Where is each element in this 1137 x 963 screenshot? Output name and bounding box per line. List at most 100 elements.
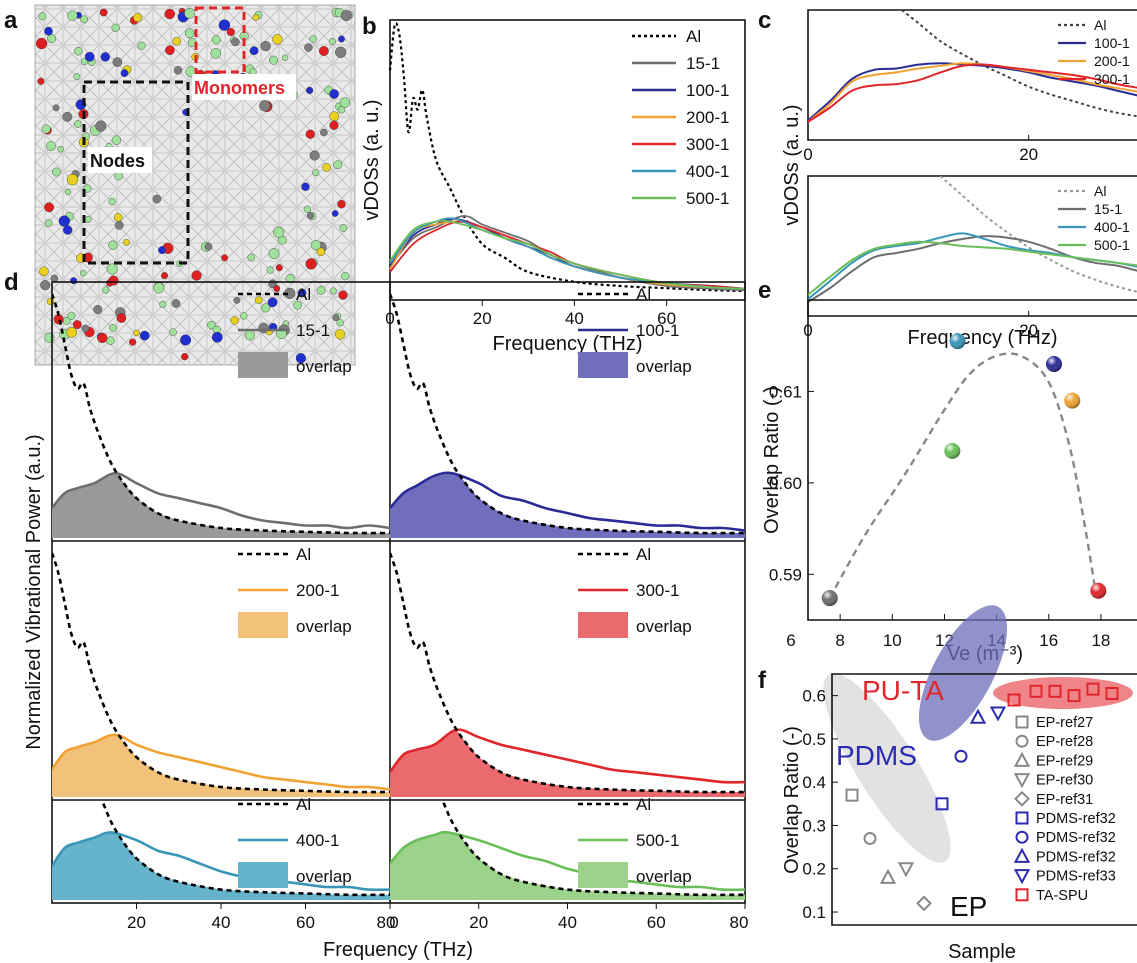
panel-label-d: d bbox=[4, 269, 19, 296]
panel-d-cell-100-1 bbox=[390, 293, 745, 538]
panel-f-ytick-label: 0.2 bbox=[802, 860, 826, 879]
panel-b-series-300-1 bbox=[389, 220, 746, 290]
atom bbox=[40, 280, 51, 291]
panel-e-ytick-label: 0.59 bbox=[769, 565, 802, 584]
panel-f-point-EP-ref31 bbox=[916, 895, 932, 912]
atom bbox=[184, 28, 195, 39]
panel-f-legend-label: PDMS-ref33 bbox=[1036, 869, 1116, 885]
atom bbox=[293, 300, 302, 310]
panel-e-point-gloss bbox=[944, 442, 961, 459]
atom bbox=[316, 285, 326, 295]
panel-e-ytick-label: 0.60 bbox=[769, 474, 802, 493]
panel-f-point-PDMS-ref33 bbox=[989, 706, 1007, 722]
panel-d-legend-al-label: Al bbox=[636, 795, 651, 814]
panel-d-xtick-label: 20 bbox=[469, 913, 488, 932]
panel-label-b: b bbox=[362, 13, 377, 40]
atom bbox=[266, 266, 274, 274]
panel-b-ylabel: vDOSs (a. u.) bbox=[361, 99, 383, 220]
panel-d-legend-series-label: 300-1 bbox=[636, 581, 679, 600]
atom bbox=[305, 129, 315, 139]
atom bbox=[44, 219, 53, 227]
atom bbox=[268, 248, 280, 260]
atom bbox=[108, 275, 119, 286]
panel-d-legend-series-label: 200-1 bbox=[296, 581, 339, 600]
atom bbox=[133, 329, 140, 337]
atom bbox=[153, 282, 165, 294]
atom bbox=[112, 57, 123, 67]
panel-d-series-200-1 bbox=[52, 733, 390, 791]
panel-d-xtick-label: 80 bbox=[377, 913, 396, 932]
atom bbox=[309, 35, 317, 43]
atom bbox=[51, 167, 61, 177]
panel-e-chart: 6810121416180.590.600.61Ve (m⁻³)Overlap … bbox=[761, 299, 1137, 665]
panel-b-series-200-1 bbox=[389, 220, 746, 290]
panel-d-legend-overlap-swatch bbox=[578, 352, 628, 378]
panel-c-top-series-100-1 bbox=[808, 62, 1137, 122]
panel-b-chart: 0204060Frequency (THz)vDOSs (a. u.)Al15-… bbox=[361, 19, 746, 355]
panel-b-xtick-label: 20 bbox=[473, 309, 492, 328]
atom bbox=[44, 202, 54, 213]
atom bbox=[108, 240, 118, 250]
atom bbox=[331, 210, 339, 217]
panel-f-legend-label: EP-ref30 bbox=[1036, 773, 1093, 789]
atom bbox=[80, 15, 89, 24]
panel-d-legend-series-label: 15-1 bbox=[296, 321, 330, 340]
atom bbox=[173, 66, 183, 75]
panel-f-legend-marker bbox=[1015, 715, 1029, 729]
panel-f-legend-marker bbox=[1013, 847, 1031, 863]
panel-d-legend-overlap-label: overlap bbox=[296, 357, 352, 376]
panel-c-top-legend-label: 300-1 bbox=[1094, 71, 1130, 87]
atom bbox=[318, 46, 329, 56]
atom bbox=[106, 336, 115, 345]
panel-b-legend-label: 300-1 bbox=[686, 135, 729, 154]
panel-c-bottom-series-500-1 bbox=[808, 240, 1137, 296]
atom bbox=[337, 106, 346, 114]
atom bbox=[320, 128, 328, 137]
panel-c-top-series-200-1 bbox=[808, 62, 1137, 123]
atom bbox=[95, 120, 107, 132]
atom bbox=[339, 97, 351, 108]
panel-d-xtick-label: 20 bbox=[127, 913, 146, 932]
atom bbox=[328, 37, 336, 45]
panel-f-legend-marker bbox=[1015, 830, 1029, 844]
panel-b-legend-label: 500-1 bbox=[686, 189, 729, 208]
atom bbox=[335, 46, 347, 58]
panel-label-a: a bbox=[4, 7, 18, 34]
panel-f-point-PDMS-ref32 bbox=[935, 797, 949, 811]
panel-b-legend-label: 100-1 bbox=[686, 81, 729, 100]
atom bbox=[81, 324, 90, 333]
panel-d-ylabel: Normalized Vibrational Power (a.u.) bbox=[23, 434, 45, 749]
panel-d-series-100-1 bbox=[390, 471, 745, 532]
panel-f-legend-label: EP-ref28 bbox=[1036, 734, 1093, 750]
panel-c-top-xtick-label: 0 bbox=[803, 145, 812, 164]
panel-f-puta-region bbox=[993, 677, 1133, 709]
atom bbox=[338, 35, 345, 43]
atom bbox=[133, 13, 143, 23]
panel-d-xtick-label: 40 bbox=[558, 913, 577, 932]
panel-f-legend-marker bbox=[1013, 773, 1031, 789]
atom bbox=[181, 353, 189, 361]
atom bbox=[295, 353, 307, 364]
atom bbox=[165, 45, 175, 56]
panel-f-legend-label: EP-ref29 bbox=[1036, 753, 1093, 769]
panel-f-legend-label: PDMS-ref32 bbox=[1036, 830, 1116, 846]
panel-d-cell-400-1 bbox=[52, 800, 390, 900]
atom bbox=[80, 269, 87, 277]
atom bbox=[57, 145, 64, 153]
atom bbox=[116, 313, 127, 323]
atom bbox=[114, 220, 124, 230]
atom bbox=[39, 266, 49, 277]
atom bbox=[35, 37, 48, 50]
atom bbox=[111, 135, 122, 145]
panel-f-ytick-label: 0.3 bbox=[802, 816, 826, 835]
panel-b-series-Al bbox=[388, 22, 746, 293]
atom bbox=[337, 199, 346, 209]
atom bbox=[329, 111, 340, 122]
panel-f-ytick-label: 0.6 bbox=[802, 687, 826, 706]
atom bbox=[73, 73, 81, 80]
atom bbox=[275, 264, 283, 272]
atom bbox=[93, 305, 103, 315]
panel-d-xlabel: Frequency (THz) bbox=[323, 939, 473, 961]
